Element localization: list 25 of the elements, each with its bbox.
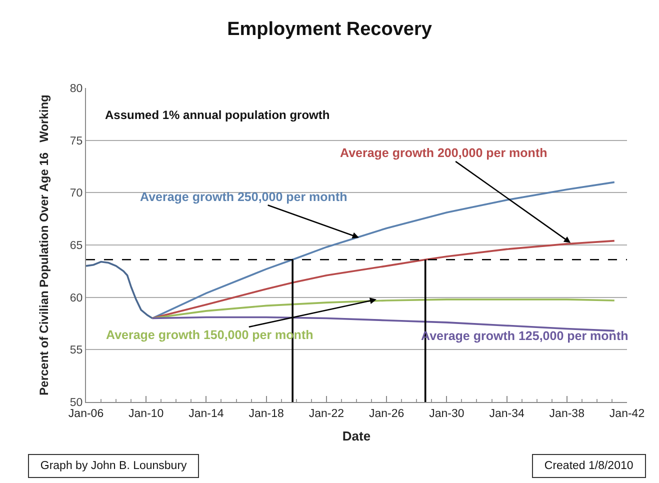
x-tick-label: Jan-26 bbox=[368, 408, 404, 420]
x-tick-label: Jan-42 bbox=[609, 408, 645, 420]
y-tick-label: 50 bbox=[70, 397, 83, 410]
x-tick-label: Jan-06 bbox=[68, 408, 104, 420]
annotation: Average growth 200,000 per month bbox=[340, 146, 548, 160]
x-tick-label: Jan-18 bbox=[248, 408, 284, 420]
annotation: Assumed 1% annual population growth bbox=[105, 108, 330, 122]
x-tick-label: Jan-30 bbox=[429, 408, 464, 420]
x-tick-label: Jan-22 bbox=[308, 408, 344, 420]
x-tick-label: Jan-14 bbox=[188, 408, 224, 420]
y-tick-label: 60 bbox=[70, 292, 83, 304]
chart-title: Employment Recovery bbox=[227, 19, 432, 40]
y-tick-label: 55 bbox=[70, 344, 83, 357]
x-tick-label: Jan-34 bbox=[489, 408, 525, 420]
annotation: Average growth 250,000 per month bbox=[140, 190, 348, 204]
y-axis-title: Percent of Civilian Population Over Age 16 Working bbox=[37, 94, 52, 396]
x-tick-label: Jan-38 bbox=[549, 408, 584, 420]
text: Graph by John B. Lounsbury bbox=[34, 460, 194, 472]
y-tick-label: 65 bbox=[70, 240, 83, 252]
y-tick-label: 80 bbox=[70, 83, 83, 96]
x-tick-label: Jan-10 bbox=[128, 408, 164, 420]
text: Created 1/8/2010 bbox=[538, 460, 640, 472]
y-tick-label: 75 bbox=[70, 135, 83, 148]
y-tick-label: 70 bbox=[70, 188, 83, 200]
x-axis-title: Date bbox=[342, 428, 371, 444]
